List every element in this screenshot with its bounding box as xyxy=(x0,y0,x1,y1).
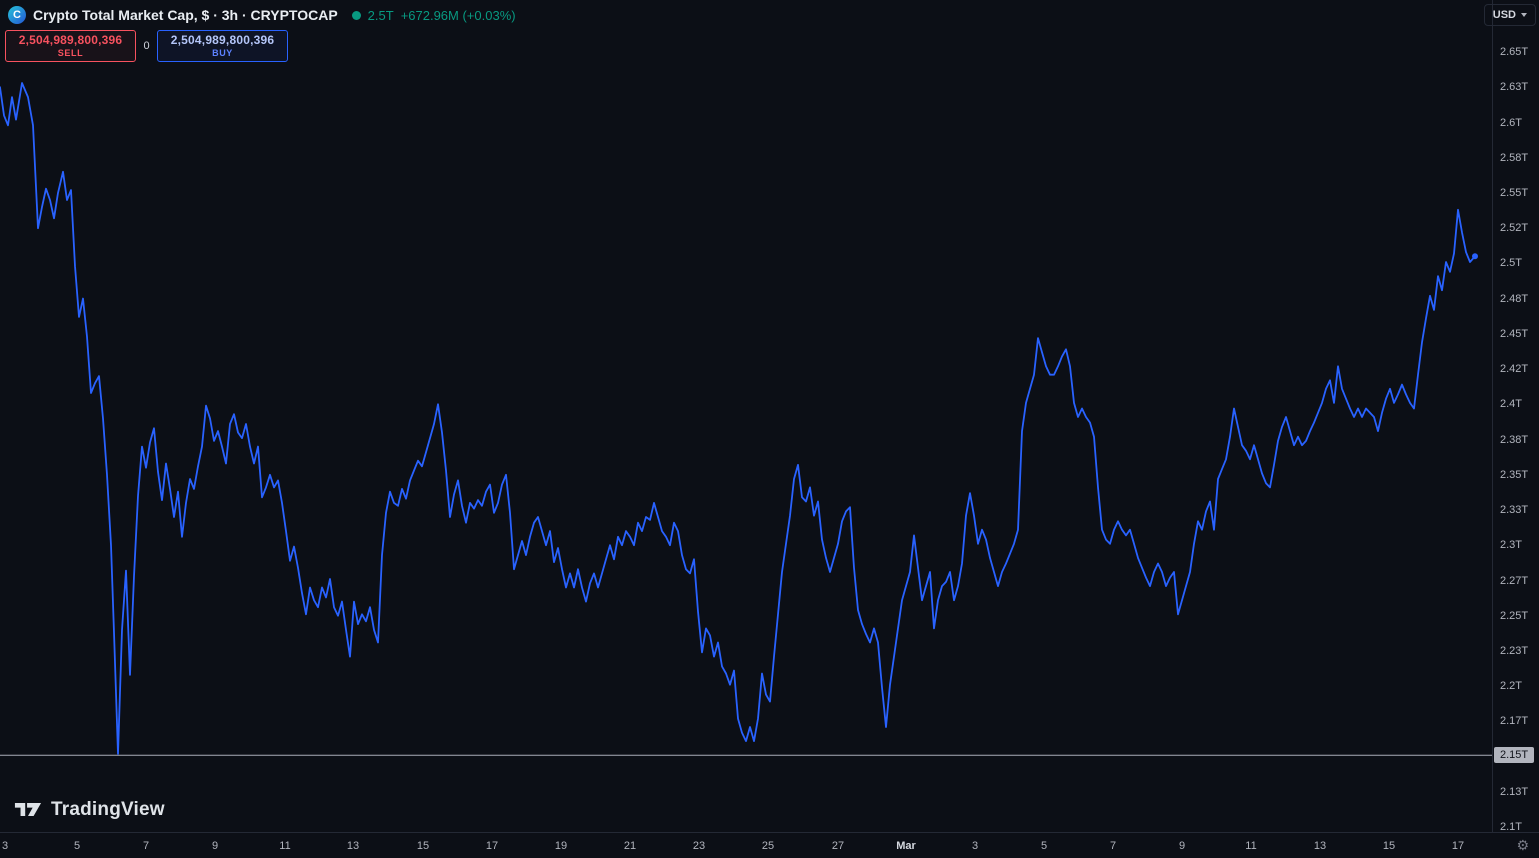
time-axis-label-19: 19 xyxy=(554,840,568,852)
price-axis-label-2.52T: 2.52T xyxy=(1500,222,1529,235)
time-axis-label-Mar: Mar xyxy=(896,840,916,852)
price-axis-label-2.2T: 2.2T xyxy=(1500,680,1523,693)
last-price-marker xyxy=(1472,253,1478,260)
buy-sell-panel: 2,504,989,800,396 SELL 0 2,504,989,800,3… xyxy=(5,30,288,62)
price-axis-label-2.3T: 2.3T xyxy=(1500,539,1523,552)
time-axis-label-11: 11 xyxy=(1245,840,1257,852)
spread-value: 0 xyxy=(143,40,150,52)
price-chart-canvas[interactable] xyxy=(0,0,1492,832)
price-axis-label-2.13T: 2.13T xyxy=(1500,785,1529,798)
sell-button[interactable]: 2,504,989,800,396 SELL xyxy=(5,30,136,62)
settings-gear-icon[interactable]: ⚙ xyxy=(1516,837,1529,853)
legend-change-value: +672.96M (+0.03%) xyxy=(400,7,516,23)
time-axis-label-3: 3 xyxy=(971,840,979,852)
legend-last-value: 2.5T xyxy=(367,7,394,23)
price-axis-label-2.38T: 2.38T xyxy=(1500,433,1529,446)
price-axis-label-2.17T: 2.17T xyxy=(1500,715,1529,728)
time-axis-label-17: 17 xyxy=(1451,840,1465,852)
currency-label: USD xyxy=(1492,9,1516,21)
tradingview-logo-icon xyxy=(14,802,42,817)
price-axis-label-2.5T: 2.5T xyxy=(1500,257,1523,270)
time-axis-label-3: 3 xyxy=(1,840,9,852)
time-axis-label-17: 17 xyxy=(485,840,499,852)
tradingview-logo[interactable]: TradingView xyxy=(14,797,165,822)
currency-selector-button[interactable]: USD xyxy=(1483,4,1536,26)
time-axis-label-13: 13 xyxy=(1313,840,1327,852)
market-status-icon[interactable] xyxy=(351,10,361,20)
tradingview-logo-text: TradingView xyxy=(51,798,165,820)
symbol-title[interactable]: Crypto Total Market Cap, $ · 3h · CRYPTO… xyxy=(33,7,338,23)
chart-legend: C Crypto Total Market Cap, $ · 3h · CRYP… xyxy=(8,6,516,24)
time-axis-label-13: 13 xyxy=(346,840,360,852)
symbol-logo-icon: C xyxy=(8,6,26,24)
time-axis-label-9: 9 xyxy=(1178,840,1186,852)
time-axis-label-15: 15 xyxy=(1382,840,1396,852)
time-axis-label-5: 5 xyxy=(73,840,81,852)
time-axis-label-7: 7 xyxy=(1109,840,1117,852)
price-axis-label-2.27T: 2.27T xyxy=(1500,574,1529,587)
buy-label: BUY xyxy=(212,48,233,58)
time-axis-label-5: 5 xyxy=(1040,840,1048,852)
price-axis[interactable]: 2.65T 2.63T 2.6T 2.58T 2.55T 2.52T 2.5T 2.48T 2.… xyxy=(1492,0,1539,834)
price-axis-label-2.23T: 2.23T xyxy=(1500,644,1529,657)
time-axis-label-23: 23 xyxy=(692,840,706,852)
price-axis-label-2.25T: 2.25T xyxy=(1500,609,1529,622)
price-axis-label-2.63T: 2.63T xyxy=(1500,81,1529,94)
price-axis-label-2.35T: 2.35T xyxy=(1500,468,1529,481)
price-axis-label-2.6T: 2.6T xyxy=(1500,116,1523,129)
sell-price: 2,504,989,800,396 xyxy=(18,33,123,47)
time-axis-label-7: 7 xyxy=(142,840,150,852)
market-cap-line-series[interactable] xyxy=(0,82,1476,755)
price-axis-label-2.33T: 2.33T xyxy=(1500,504,1529,516)
time-axis-label-27: 27 xyxy=(831,840,845,852)
time-axis[interactable]: 3 5 7 9 11 13 15 17 19 21 23 25 27 Mar 3 5 7 9 11 13 15 17 ⚙ xyxy=(0,832,1539,858)
time-axis-label-11: 11 xyxy=(279,840,291,852)
time-axis-label-15: 15 xyxy=(416,840,430,852)
price-axis-label-2.4T: 2.4T xyxy=(1500,398,1523,411)
time-axis-label-9: 9 xyxy=(211,840,219,852)
price-axis-label-2.65T: 2.65T xyxy=(1500,46,1529,58)
time-axis-label-21: 21 xyxy=(623,840,637,852)
price-axis-label-2.42T: 2.42T xyxy=(1500,363,1529,376)
buy-price: 2,504,989,800,396 xyxy=(170,33,275,47)
price-axis-label-2.58T: 2.58T xyxy=(1500,151,1529,164)
price-axis-label-2.55T: 2.55T xyxy=(1500,186,1529,199)
buy-button[interactable]: 2,504,989,800,396 BUY xyxy=(157,30,288,62)
price-axis-label-2.1T: 2.1T xyxy=(1500,821,1523,834)
sell-label: SELL xyxy=(57,48,84,58)
price-axis-label-2.48T: 2.48T xyxy=(1500,292,1529,305)
chevron-down-icon xyxy=(1521,13,1527,17)
time-axis-label-25: 25 xyxy=(761,840,775,852)
price-line-label: 2.15T xyxy=(1494,747,1535,764)
price-axis-label-2.45T: 2.45T xyxy=(1500,327,1529,340)
